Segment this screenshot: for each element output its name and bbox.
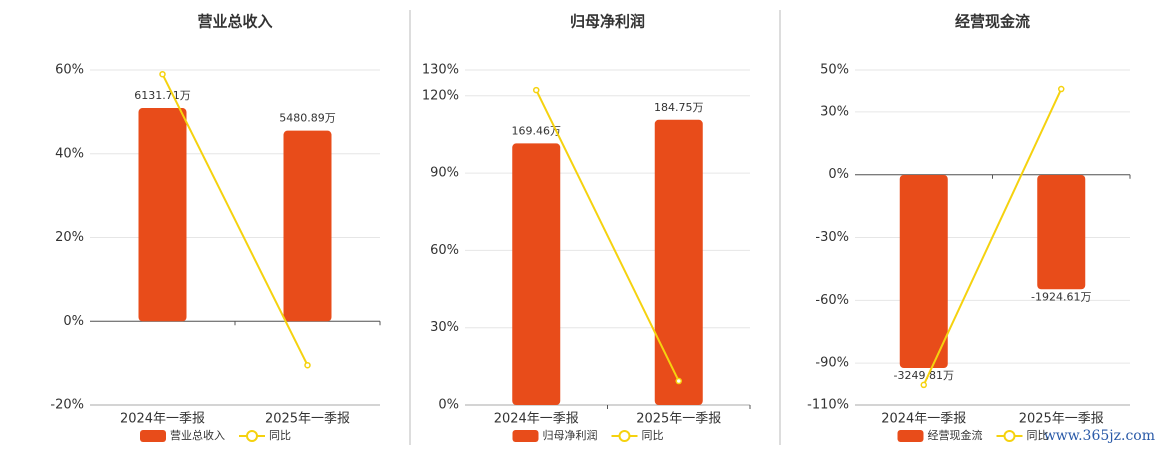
point: [675, 377, 682, 385]
y-tick-label: 40%: [55, 146, 84, 161]
data-label: 169.46万: [512, 124, 562, 137]
legend-icon: [140, 430, 166, 442]
legend-label: 同比: [642, 429, 664, 442]
legend-icon: [246, 430, 258, 442]
x-tick-label: 2024年一季报: [494, 412, 579, 427]
y-tick-label: -90%: [815, 356, 849, 371]
y-tick-label: -60%: [815, 293, 849, 308]
y-tick-label: 20%: [55, 230, 84, 245]
watermark: www.365jz.com: [1044, 428, 1155, 444]
y-tick-label: 50%: [820, 63, 849, 78]
chart-title: 营业总收入: [197, 13, 272, 31]
data-label: -3249.81万: [894, 369, 954, 382]
data-label: 184.75万: [654, 101, 704, 114]
point: [159, 70, 166, 78]
y-tick-label: 120%: [422, 88, 459, 103]
y-tick-label: 90%: [430, 166, 459, 181]
y-tick-label: 0%: [438, 398, 459, 413]
bar: [1037, 174, 1086, 290]
bar: [512, 143, 561, 406]
point: [1058, 85, 1065, 93]
y-tick-label: 30%: [430, 320, 459, 335]
chart-title: 经营现金流: [955, 13, 1030, 31]
legend-icon: [512, 430, 539, 442]
x-tick-label: 2025年一季报: [265, 412, 350, 427]
point: [533, 86, 540, 94]
y-tick-label: -20%: [50, 398, 84, 413]
y-tick-label: 60%: [430, 243, 459, 258]
bar: [283, 130, 332, 322]
legend-icon: [1003, 430, 1016, 442]
point: [304, 361, 311, 369]
chart-title: 归母净利润: [570, 13, 645, 31]
legend-label: 同比: [1027, 429, 1049, 442]
x-tick-label: 2024年一季报: [881, 412, 966, 427]
legend-label: 营业总收入: [170, 428, 225, 442]
legend-icon: [618, 430, 631, 442]
data-label: -1924.61万: [1031, 290, 1091, 303]
line: [535, 89, 680, 382]
data-label: 6131.71万: [134, 89, 191, 102]
y-tick-label: 60%: [55, 63, 84, 78]
x-tick-label: 2025年一季报: [1019, 412, 1104, 427]
line: [922, 88, 1063, 386]
legend-icon: [897, 430, 924, 442]
bar: [138, 108, 187, 322]
x-tick-label: 2025年一季报: [636, 412, 721, 427]
line: [161, 73, 309, 366]
y-tick-label: -30%: [815, 230, 849, 245]
y-tick-label: 0%: [63, 314, 84, 329]
y-tick-label: 30%: [820, 104, 849, 119]
y-tick-label: 130%: [422, 63, 459, 78]
x-tick-label: 2024年一季报: [120, 412, 205, 427]
bar: [654, 119, 703, 405]
bar: [899, 174, 948, 368]
y-tick-label: 0%: [828, 167, 849, 182]
legend-label: 经营现金流: [928, 428, 983, 442]
data-label: 5480.89万: [279, 112, 336, 125]
y-tick-label: -110%: [807, 398, 849, 413]
legend-label: 归母净利润: [543, 428, 598, 442]
point: [920, 381, 927, 389]
legend-label: 同比: [269, 429, 291, 442]
